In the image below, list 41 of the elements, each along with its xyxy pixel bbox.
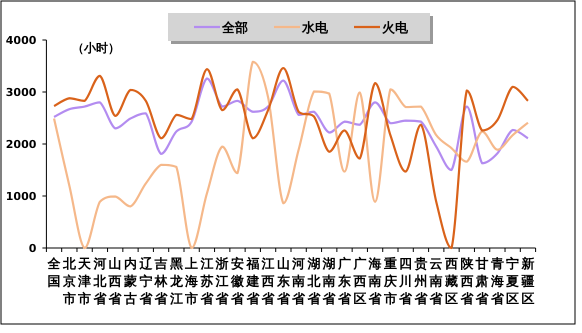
x-tick-label: 海南省 [368, 257, 383, 307]
x-tick-label: 辽宁省 [138, 257, 154, 307]
x-tick-label: 湖北省 [306, 257, 322, 307]
y-tick-label: 1000 [6, 190, 37, 203]
x-tick-label: 吉林省 [154, 257, 169, 307]
x-tick-label: 天津市 [77, 257, 92, 307]
x-tick-label: 河北省 [92, 257, 108, 307]
y-tick-label: 0 [28, 242, 37, 255]
x-tick-label: 青海省 [490, 257, 505, 307]
x-tick-label: 甘肃省 [474, 257, 490, 307]
x-tick-label: 贵州省 [413, 256, 428, 307]
x-tick-label: 北京市 [62, 257, 77, 307]
y-tick-label: 2000 [6, 138, 37, 151]
y-tick-label: 4000 [6, 34, 37, 47]
x-tick-label: 江苏省 [199, 257, 214, 307]
x-tick-label: 重庆市 [382, 256, 397, 307]
x-tick-label: 福建省 [245, 256, 260, 307]
y-tick-label: 3000 [6, 86, 37, 99]
x-tick-label: 宁夏区 [505, 256, 520, 307]
x-tick-label: 上海市 [184, 257, 198, 307]
x-tick-label: 广西区 [352, 256, 366, 307]
x-tick-label: 河南省 [291, 257, 306, 307]
x-tick-label: 全国 [46, 257, 62, 290]
legend-label: 全部 [221, 20, 248, 36]
x-tick-label: 新疆区 [520, 256, 534, 307]
x-tick-label: 湖南省 [322, 257, 337, 307]
x-tick-label: 黑龙江 [168, 257, 184, 307]
x-tick-label: 四川省 [398, 257, 414, 307]
legend-label: 火电 [381, 21, 409, 36]
x-tick-label: 西藏区 [444, 257, 458, 307]
x-tick-label: 山西省 [108, 257, 123, 307]
x-tick-label: 山东省 [276, 257, 291, 307]
x-tick-label: 安徽省 [230, 256, 245, 307]
x-tick-label: 云南省 [428, 257, 444, 307]
x-tick-label: 陕西省 [459, 257, 474, 307]
x-tick-label: 内蒙古 [122, 257, 137, 307]
y-axis-title: （小时） [72, 41, 120, 55]
x-tick-label: 江西省 [260, 257, 276, 307]
x-tick-label: 广东省 [337, 256, 352, 307]
x-tick-label: 浙江省 [214, 257, 230, 307]
legend-label: 水电 [301, 21, 329, 36]
